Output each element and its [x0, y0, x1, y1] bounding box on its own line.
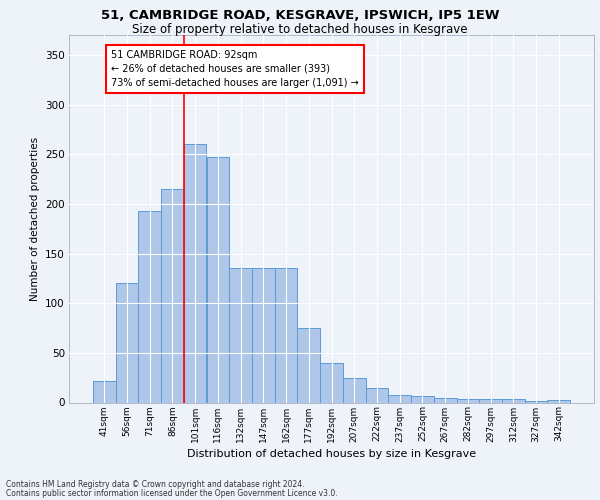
X-axis label: Distribution of detached houses by size in Kesgrave: Distribution of detached houses by size …: [187, 448, 476, 458]
Bar: [298, 328, 320, 402]
Bar: [229, 268, 252, 402]
Bar: [320, 363, 343, 403]
Bar: [479, 398, 502, 402]
Text: 51, CAMBRIDGE ROAD, KESGRAVE, IPSWICH, IP5 1EW: 51, CAMBRIDGE ROAD, KESGRAVE, IPSWICH, I…: [101, 9, 499, 22]
Bar: [139, 211, 161, 402]
Bar: [411, 396, 434, 402]
Bar: [434, 398, 457, 402]
Bar: [457, 398, 479, 402]
Bar: [116, 284, 139, 403]
Bar: [184, 144, 206, 402]
Bar: [161, 189, 184, 402]
Bar: [365, 388, 388, 402]
Text: Size of property relative to detached houses in Kesgrave: Size of property relative to detached ho…: [132, 22, 468, 36]
Bar: [388, 394, 411, 402]
Bar: [502, 398, 524, 402]
Text: Contains public sector information licensed under the Open Government Licence v3: Contains public sector information licen…: [6, 488, 338, 498]
Bar: [252, 268, 275, 402]
Bar: [206, 157, 229, 402]
Text: 51 CAMBRIDGE ROAD: 92sqm
← 26% of detached houses are smaller (393)
73% of semi-: 51 CAMBRIDGE ROAD: 92sqm ← 26% of detach…: [111, 50, 359, 88]
Bar: [275, 268, 298, 402]
Bar: [524, 400, 547, 402]
Y-axis label: Number of detached properties: Number of detached properties: [29, 136, 40, 301]
Text: Contains HM Land Registry data © Crown copyright and database right 2024.: Contains HM Land Registry data © Crown c…: [6, 480, 305, 489]
Bar: [547, 400, 570, 402]
Bar: [93, 380, 116, 402]
Bar: [343, 378, 365, 402]
